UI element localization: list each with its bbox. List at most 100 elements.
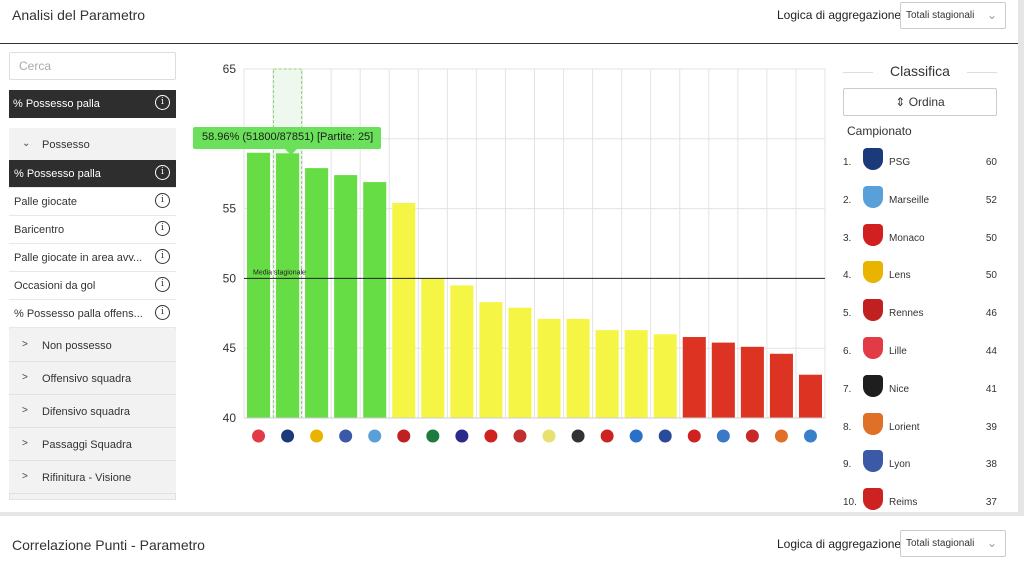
ranking-position: 2. [843,194,852,206]
chevron-right-icon: > [22,438,28,449]
team-logo-icon [396,428,412,444]
team-logo-icon [863,337,883,359]
ranking-panel: Classifica ⇕ Ordina Campionato 1. PSG 60 2.… [843,60,1000,510]
team-logo-icon [628,428,644,444]
team-logo-icon [686,428,702,444]
ranking-team: Lyon [889,459,911,471]
section-divider [0,512,1024,516]
ranking-title: Classifica [890,63,950,79]
chart-bar [479,302,503,418]
ranking-position: 7. [843,383,852,395]
chart-bar [537,318,561,418]
ranking-row: 2. Marseille 52 [843,184,1000,220]
page-title: Analisi del Parametro [12,7,146,23]
param-item-occasioni[interactable]: Occasioni da gol i [9,272,176,300]
chevron-down-icon: ⌄ [986,8,997,22]
aggregation-label: Logica di aggregazione: [777,8,905,22]
info-icon[interactable]: i [155,249,170,264]
aggregation-select[interactable]: Totali stagionali ⌄ [900,2,1006,29]
ranking-team: Lens [889,270,911,282]
ranking-position: 10. [843,497,857,509]
ranking-position: 6. [843,346,852,357]
chevron-down-icon: ⌄ [986,536,997,550]
selected-parameter-label: % Possesso palla [13,98,100,110]
accordion-non-possesso[interactable]: > Non possesso [9,329,176,362]
chart-tooltip: 58.96% (51800/87851) [Partite: 25] [193,127,381,155]
info-icon[interactable]: i [155,193,170,208]
team-logo-icon [863,374,883,397]
team-logo-icon [367,428,383,444]
team-logo-icon [599,428,615,444]
chart-bar [798,374,822,418]
ranking-position: 3. [843,232,852,244]
ranking-position: 5. [843,308,852,320]
ranking-row: 7. Nice 41 [843,373,1000,409]
chevron-right-icon: > [22,372,28,383]
accordion-label: Passaggi Squadra [42,439,132,451]
parameter-bar-chart: Media stagionale 40 45 50 55 65 [223,62,826,444]
ranking-points: 50 [985,232,997,244]
chevron-right-icon: > [22,405,28,416]
info-icon[interactable]: i [155,221,170,236]
ranking-points: 46 [985,308,997,320]
ranking-team: Marseille [889,194,930,206]
accordion-difensivo[interactable]: > Difensivo squadra [9,395,176,428]
aggregation-label: Logica di aggregazione: [777,537,905,551]
param-item-label: Baricentro [14,224,65,236]
info-icon[interactable]: i [155,165,170,180]
parameter-sidebar: Cerca % Possesso palla i ⌄ Possesso % Po… [9,52,177,502]
ranking-subtitle: Campionato [847,124,912,138]
ranking-row: 6. Lille 44 [843,335,1000,371]
param-item-possesso-palla[interactable]: % Possesso palla i [9,160,176,188]
team-logo-icon [280,428,296,444]
accordion-offensivo[interactable]: > Offensivo squadra [9,362,176,395]
chevron-right-icon: > [22,339,28,350]
chevron-down-icon: ⌄ [22,138,31,149]
sort-button[interactable]: ⇕ Ordina [843,88,997,116]
team-logo-icon [425,428,441,444]
team-logo-icon [863,185,883,208]
selected-parameter-button[interactable]: % Possesso palla i [9,90,176,118]
info-icon[interactable]: i [155,95,170,110]
divider [967,72,997,73]
chart-bar [769,353,793,418]
param-item-label: Palle giocate [14,196,77,208]
param-item-label: % Possesso palla offens... [14,308,143,320]
team-logo-icon [863,450,883,473]
team-logo-icon [570,428,586,444]
team-logo-icon [773,428,789,444]
chart-bar [276,153,300,418]
accordion-passaggi[interactable]: > Passaggi Squadra [9,428,176,461]
chart-bar [566,318,590,418]
sort-label: Ordina [908,95,945,109]
chart-bar [682,337,706,418]
page-scrollbar[interactable] [1018,0,1024,512]
ranking-team: Rennes [889,308,924,320]
param-item-baricentro[interactable]: Baricentro i [9,216,176,244]
team-logo-icon [744,428,760,444]
param-item-palle-area[interactable]: Palle giocate in area avv... i [9,244,176,272]
info-icon[interactable]: i [155,277,170,292]
param-item-palle-giocate[interactable]: Palle giocate i [9,188,176,216]
accordion-rifinitura[interactable]: > Rifinitura - Visione [9,461,176,494]
team-logo-icon [483,428,499,444]
info-icon[interactable]: i [155,305,170,320]
accordion-possesso[interactable]: ⌄ Possesso [9,128,176,161]
param-item-possesso-offensivo[interactable]: % Possesso palla offens... i [9,300,176,328]
ranking-position: 1. [843,157,852,168]
chart-bar [363,182,387,418]
ranking-team: PSG [889,157,911,168]
aggregation-select[interactable]: Totali stagionali ⌄ [900,530,1006,557]
y-tick-label: 55 [223,202,237,216]
ranking-team: Reims [889,497,918,509]
chart-bar [508,307,532,418]
team-logo-icon [715,428,731,444]
ranking-points: 60 [985,157,997,168]
y-tick-label: 40 [223,411,237,425]
search-input[interactable]: Cerca [9,52,176,80]
ranking-points: 41 [985,383,997,395]
team-logo-icon [309,428,325,444]
chart-bar [247,152,271,418]
ranking-row: 10. Reims 37 [843,486,1000,510]
ranking-team: Monaco [889,232,925,244]
